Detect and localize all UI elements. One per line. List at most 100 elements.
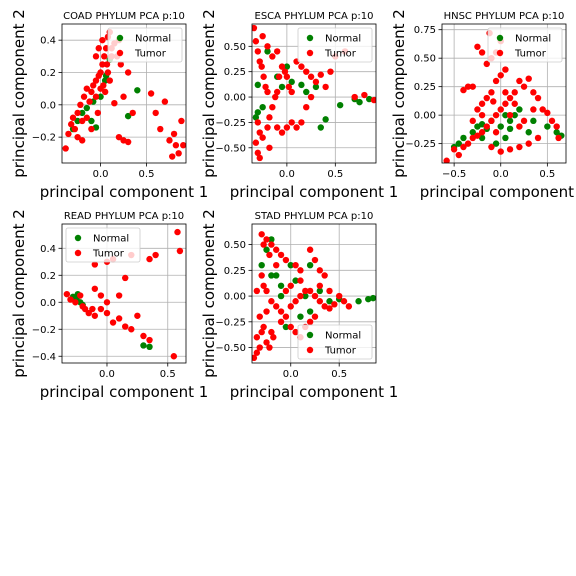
data-point-normal xyxy=(277,282,285,289)
data-point-tumor xyxy=(106,77,113,84)
data-point-tumor xyxy=(478,49,486,56)
data-point-tumor xyxy=(306,318,314,326)
data-point-tumor xyxy=(335,292,343,300)
data-point-normal xyxy=(282,323,290,331)
x-axis-label: principal component 1 xyxy=(230,183,399,201)
data-point-normal xyxy=(292,277,299,284)
data-point-tumor xyxy=(460,143,467,151)
data-point-tumor xyxy=(95,45,102,52)
data-point-tumor xyxy=(266,251,273,259)
data-point-tumor xyxy=(361,91,368,99)
data-point-tumor xyxy=(254,119,262,126)
data-point-normal xyxy=(268,236,275,243)
x-tick-label: −0.5 xyxy=(442,169,466,180)
data-point-tumor xyxy=(516,143,523,151)
data-point-tumor xyxy=(483,60,490,68)
data-point-normal xyxy=(74,117,81,125)
data-point-tumor xyxy=(258,328,265,336)
points-layer xyxy=(443,29,565,163)
legend-label-normal: Normal xyxy=(135,34,171,45)
data-point-tumor xyxy=(161,98,169,105)
data-point-tumor xyxy=(62,145,69,152)
data-point-normal xyxy=(336,101,344,109)
data-point-normal xyxy=(525,129,532,136)
data-point-normal xyxy=(497,123,504,130)
y-tick-label: −0.50 xyxy=(215,343,246,354)
legend-marker-normal xyxy=(306,331,314,339)
data-point-tumor xyxy=(147,90,155,97)
legend-box xyxy=(297,27,373,63)
data-point-tumor xyxy=(273,48,281,55)
data-point-tumor xyxy=(345,303,353,310)
data-point-tumor xyxy=(103,61,111,68)
y-tick-label: −0.25 xyxy=(215,317,246,328)
points-layer xyxy=(252,231,376,362)
legend-marker-normal xyxy=(74,234,82,242)
data-point-tumor xyxy=(272,93,279,101)
data-point-tumor xyxy=(455,151,462,159)
data-point-normal xyxy=(254,81,262,89)
x-tick-label: 0.5 xyxy=(160,369,176,380)
y-tick-label: 0.2 xyxy=(40,68,56,79)
data-point-tumor xyxy=(266,114,273,121)
data-point-tumor xyxy=(152,109,159,117)
data-point-tumor xyxy=(478,129,486,136)
data-point-tumor xyxy=(370,96,376,104)
data-point-normal xyxy=(258,261,265,269)
data-point-tumor xyxy=(316,267,324,274)
data-point-tumor xyxy=(260,282,267,289)
data-point-tumor xyxy=(259,32,266,40)
data-point-tumor xyxy=(307,93,315,101)
data-point-normal xyxy=(369,294,376,302)
data-point-normal xyxy=(516,106,523,113)
data-point-tumor xyxy=(67,121,75,128)
data-point-tumor xyxy=(303,103,310,111)
data-point-tumor xyxy=(104,69,112,76)
data-point-normal xyxy=(530,117,537,125)
data-point-tumor xyxy=(311,256,319,264)
data-point-tumor xyxy=(530,106,537,113)
data-point-tumor xyxy=(97,305,105,313)
x-axis-label: principal component 1 xyxy=(40,183,209,201)
data-point-normal xyxy=(322,116,329,123)
data-point-normal xyxy=(469,129,476,136)
legend-label-normal: Normal xyxy=(325,34,361,45)
data-point-tumor xyxy=(277,251,285,259)
data-point-normal xyxy=(506,117,514,125)
data-point-tumor xyxy=(316,282,324,289)
data-point-tumor xyxy=(478,100,486,107)
x-tick-label: 0.0 xyxy=(279,169,295,180)
data-point-tumor xyxy=(86,98,93,105)
data-point-tumor xyxy=(266,144,273,151)
data-point-tumor xyxy=(90,82,97,89)
data-point-tumor xyxy=(488,89,495,96)
data-point-tumor xyxy=(297,267,304,274)
data-point-tumor xyxy=(259,134,266,141)
data-point-normal xyxy=(252,114,260,121)
y-tick-label: 0.00 xyxy=(224,93,246,104)
data-point-normal xyxy=(298,81,305,89)
chart-title: ESCA PHYLUM PCA p:10 xyxy=(255,11,374,22)
data-point-tumor xyxy=(170,130,178,138)
legend-label-normal: Normal xyxy=(93,234,129,245)
data-point-tumor xyxy=(264,43,271,50)
data-point-tumor xyxy=(285,83,293,91)
legend: Normal Tumor xyxy=(487,27,563,63)
legend-label-tumor: Tumor xyxy=(324,346,357,357)
y-tick-label: 0.25 xyxy=(224,67,246,78)
data-point-tumor xyxy=(275,73,283,80)
legend-label-tumor: Tumor xyxy=(92,249,125,260)
data-point-normal xyxy=(544,123,551,130)
data-point-normal xyxy=(278,83,286,91)
data-point-tumor xyxy=(497,148,504,155)
data-point-tumor xyxy=(122,274,129,282)
data-point-tumor xyxy=(100,82,107,89)
data-point-tumor xyxy=(256,58,263,65)
data-point-tumor xyxy=(298,119,305,126)
x-axis-label: principal component 1 xyxy=(420,183,576,201)
data-point-tumor xyxy=(72,299,79,306)
y-axis-label: principal component 2 xyxy=(200,209,218,378)
y-tick-label: 0.25 xyxy=(224,266,246,277)
data-point-normal xyxy=(297,313,304,320)
data-point-tumor xyxy=(288,119,295,126)
